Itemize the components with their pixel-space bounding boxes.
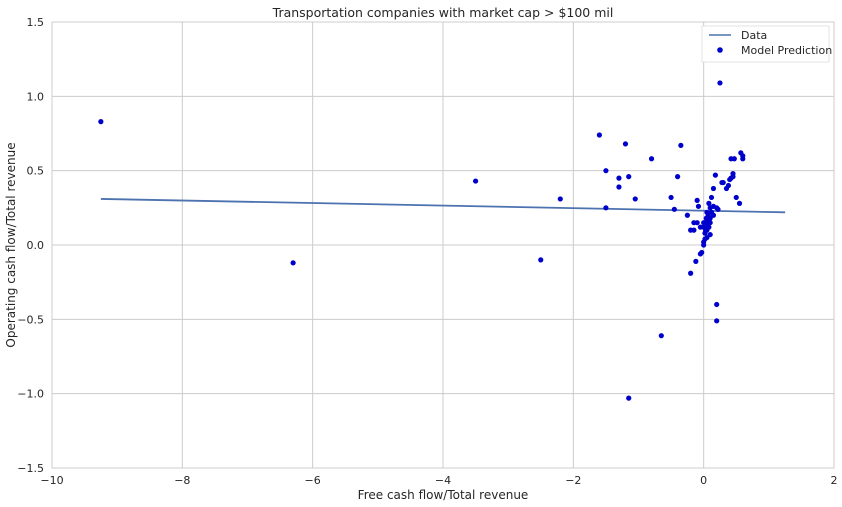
x-tick-label: −2 [565, 474, 581, 487]
scatter-point [707, 231, 713, 238]
x-tick-label: 0 [700, 474, 707, 487]
scatter-point [714, 318, 720, 324]
marks [98, 80, 786, 401]
legend-dot-swatch [717, 47, 723, 53]
scatter-point [710, 212, 717, 218]
scatter-point [691, 227, 697, 233]
scatter-point [98, 119, 104, 125]
data-series-line [100, 198, 786, 214]
scatter-point [622, 141, 629, 147]
scatter-point [694, 220, 700, 226]
x-tick-label: −4 [435, 474, 451, 487]
scatter-point [632, 196, 638, 202]
legend-label-data: Data [741, 29, 767, 42]
scatter-point [616, 175, 622, 181]
legend-label-model-prediction: Model Prediction [741, 44, 832, 57]
chart-title: Transportation companies with market cap… [272, 5, 614, 20]
x-tick-label: −6 [305, 474, 321, 487]
plot-frame [51, 21, 835, 469]
scatter-point [596, 132, 603, 138]
scatter-point [290, 260, 296, 266]
scatter-point [730, 171, 736, 177]
scatter-point [616, 184, 622, 190]
y-tick-labels: −1.5 −1.0 −0.5 0.0 0.5 1.0 1.5 [17, 16, 44, 475]
scatter-point [736, 200, 743, 206]
scatter-point [603, 205, 609, 211]
scatter-point [708, 194, 715, 201]
scatter-point [626, 395, 632, 401]
y-tick-label: −1.0 [17, 388, 44, 401]
x-tick-labels: −10 −8 −6 −4 −2 0 2 [40, 474, 837, 487]
scatter-point [706, 200, 712, 206]
scatter-point [703, 227, 709, 233]
scatter-point [733, 194, 739, 201]
y-tick-label: 0.0 [27, 239, 45, 252]
scatter-point [695, 203, 702, 209]
scatter-point [668, 194, 674, 201]
y-tick-label: −1.5 [17, 462, 44, 475]
scatter-point [626, 174, 632, 180]
scatter-point [648, 156, 655, 162]
legend-box [701, 25, 830, 63]
scatter-point [557, 196, 563, 202]
x-tick-label: 2 [831, 474, 838, 487]
scatter-point [717, 80, 723, 86]
scatter-point [684, 212, 690, 218]
scatter-point [720, 179, 726, 186]
x-axis-label: Free cash flow/Total revenue [358, 488, 529, 502]
y-tick-label: −0.5 [17, 313, 44, 326]
scatter-point [699, 249, 705, 256]
legend: Data Model Prediction [701, 25, 832, 63]
y-tick-label: 1.5 [27, 16, 45, 29]
x-tick-label: −10 [40, 474, 63, 487]
x-tick-label: −8 [174, 474, 190, 487]
scatter-point [710, 185, 717, 192]
scatter-point [678, 142, 684, 148]
scatter-point [704, 217, 710, 223]
y-tick-label: 1.0 [27, 90, 45, 103]
scatter-point [688, 270, 694, 276]
scatter-point [697, 224, 704, 230]
scatter-point [472, 178, 479, 184]
y-axis-label: Operating cash flow/Total revenue [4, 142, 18, 347]
scatter-point [725, 182, 732, 189]
scatter-point [715, 206, 721, 212]
scatter-point [675, 174, 681, 180]
scatter-point [714, 301, 720, 308]
scatter-point [731, 156, 737, 162]
scatter-point [694, 197, 700, 203]
scatter-point [603, 168, 609, 174]
y-tick-label: 0.5 [27, 165, 45, 178]
scatter-point [538, 257, 544, 263]
scatter-point [658, 333, 664, 339]
scatter-point [712, 172, 718, 178]
scatter-point [693, 258, 699, 264]
scatter-point [740, 153, 746, 159]
scatter-point [671, 206, 677, 212]
